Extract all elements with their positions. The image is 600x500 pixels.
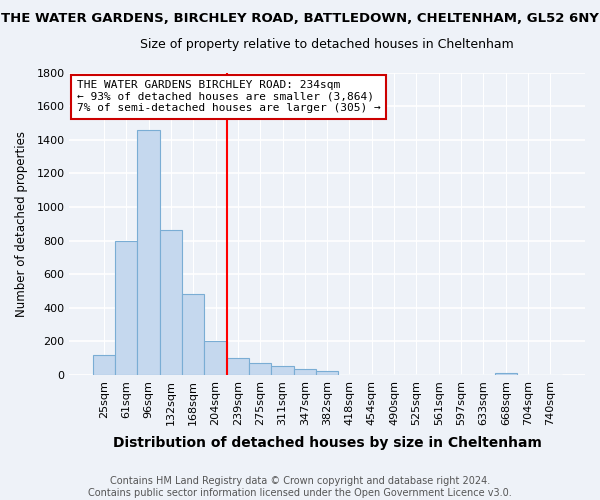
Title: Size of property relative to detached houses in Cheltenham: Size of property relative to detached ho… (140, 38, 514, 51)
Bar (93, 355, 115, 375)
Bar (205, 342, 227, 375)
Text: THE WATER GARDENS, BIRCHLEY ROAD, BATTLEDOWN, CHELTENHAM, GL52 6NY: THE WATER GARDENS, BIRCHLEY ROAD, BATTLE… (1, 12, 599, 26)
Bar (182, 294, 205, 375)
Bar (316, 371, 338, 375)
Y-axis label: Number of detached properties: Number of detached properties (15, 131, 28, 317)
Text: THE WATER GARDENS BIRCHLEY ROAD: 234sqm
← 93% of detached houses are smaller (3,: THE WATER GARDENS BIRCHLEY ROAD: 234sqm … (77, 80, 381, 114)
Bar (160, 230, 182, 375)
Bar (137, 130, 160, 375)
X-axis label: Distribution of detached houses by size in Cheltenham: Distribution of detached houses by size … (113, 436, 542, 450)
Text: Contains HM Land Registry data © Crown copyright and database right 2024.
Contai: Contains HM Land Registry data © Crown c… (88, 476, 512, 498)
Bar (271, 366, 293, 375)
Bar (494, 372, 517, 375)
Bar (249, 364, 271, 375)
Bar (227, 358, 249, 375)
Bar (115, 240, 137, 375)
Bar (293, 369, 316, 375)
